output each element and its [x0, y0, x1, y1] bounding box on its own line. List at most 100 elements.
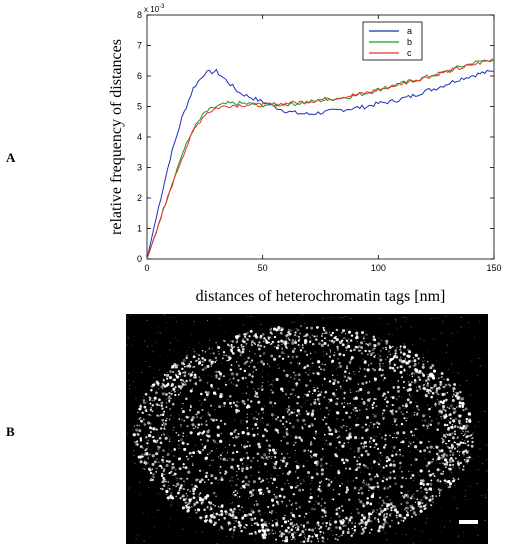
- heterochromatin-signal-dot: [229, 508, 233, 512]
- heterochromatin-signal-dot: [265, 439, 268, 442]
- heterochromatin-signal-dot: [399, 451, 402, 453]
- heterochromatin-signal-dot: [450, 444, 455, 449]
- background-speckle: [287, 457, 289, 459]
- heterochromatin-signal-dot: [456, 437, 458, 439]
- heterochromatin-signal-dot: [401, 376, 403, 378]
- heterochromatin-signal-dot: [186, 425, 189, 428]
- heterochromatin-signal-dot: [259, 491, 263, 495]
- heterochromatin-signal-dot: [389, 471, 392, 474]
- heterochromatin-signal-dot: [360, 346, 363, 349]
- heterochromatin-signal-dot: [367, 391, 370, 395]
- heterochromatin-signal-dot: [290, 389, 293, 391]
- heterochromatin-signal-dot: [241, 444, 243, 446]
- heterochromatin-signal-dot: [289, 329, 292, 332]
- heterochromatin-signal-dot: [379, 526, 381, 528]
- background-speckle: [257, 362, 259, 364]
- heterochromatin-signal-dot: [419, 505, 423, 509]
- background-speckle: [331, 480, 333, 482]
- heterochromatin-signal-dot: [438, 387, 441, 390]
- heterochromatin-signal-dot: [155, 471, 158, 473]
- heterochromatin-signal-dot: [426, 389, 430, 393]
- heterochromatin-signal-dot: [334, 430, 338, 433]
- heterochromatin-signal-dot: [449, 460, 452, 464]
- heterochromatin-signal-dot: [383, 340, 385, 342]
- heterochromatin-signal-dot: [189, 499, 192, 503]
- heterochromatin-signal-dot: [285, 539, 289, 543]
- background-speckle: [169, 506, 171, 507]
- heterochromatin-signal-dot: [270, 354, 274, 358]
- background-speckle: [170, 414, 172, 416]
- heterochromatin-signal-dot: [144, 401, 147, 405]
- heterochromatin-signal-dot: [286, 411, 289, 413]
- heterochromatin-signal-dot: [369, 445, 372, 448]
- background-speckle: [214, 418, 216, 420]
- heterochromatin-signal-dot: [139, 439, 143, 442]
- heterochromatin-signal-dot: [403, 417, 406, 420]
- heterochromatin-signal-dot: [163, 410, 165, 413]
- heterochromatin-signal-dot: [286, 452, 289, 455]
- heterochromatin-signal-dot: [215, 512, 219, 516]
- heterochromatin-signal-dot: [459, 425, 462, 428]
- heterochromatin-signal-dot: [388, 476, 392, 480]
- heterochromatin-signal-dot: [236, 517, 239, 519]
- heterochromatin-signal-dot: [307, 449, 310, 452]
- heterochromatin-signal-dot: [355, 390, 358, 393]
- heterochromatin-signal-dot: [182, 379, 184, 382]
- heterochromatin-signal-dot: [400, 492, 403, 494]
- background-speckle: [462, 531, 464, 533]
- heterochromatin-signal-dot: [441, 454, 445, 458]
- heterochromatin-signal-dot: [265, 456, 268, 459]
- background-speckle: [402, 507, 404, 509]
- heterochromatin-signal-dot: [341, 444, 345, 448]
- heterochromatin-signal-dot: [343, 519, 346, 523]
- heterochromatin-signal-dot: [161, 418, 164, 422]
- heterochromatin-signal-dot: [428, 441, 430, 443]
- heterochromatin-signal-dot: [263, 337, 267, 341]
- heterochromatin-signal-dot: [295, 384, 298, 387]
- heterochromatin-signal-dot: [376, 421, 379, 424]
- background-speckle: [444, 526, 446, 528]
- background-speckle: [153, 526, 155, 528]
- heterochromatin-signal-dot: [456, 443, 459, 446]
- background-speckle: [152, 350, 154, 352]
- heterochromatin-signal-dot: [193, 373, 197, 377]
- heterochromatin-signal-dot: [418, 378, 422, 381]
- heterochromatin-signal-dot: [268, 449, 272, 452]
- heterochromatin-signal-dot: [438, 490, 441, 492]
- heterochromatin-signal-dot: [171, 468, 173, 470]
- heterochromatin-signal-dot: [310, 477, 313, 479]
- heterochromatin-signal-dot: [444, 383, 448, 387]
- heterochromatin-signal-dot: [442, 470, 445, 473]
- heterochromatin-signal-dot: [176, 366, 178, 369]
- heterochromatin-signal-dot: [147, 468, 150, 470]
- heterochromatin-signal-dot: [309, 511, 311, 513]
- heterochromatin-signal-dot: [421, 372, 424, 375]
- background-speckle: [413, 407, 415, 409]
- background-speckle: [391, 334, 393, 336]
- heterochromatin-signal-dot: [281, 343, 283, 345]
- heterochromatin-signal-dot: [287, 342, 290, 345]
- heterochromatin-signal-dot: [457, 460, 460, 463]
- heterochromatin-signal-dot: [184, 383, 187, 386]
- heterochromatin-signal-dot: [290, 518, 292, 521]
- heterochromatin-signal-dot: [250, 517, 254, 521]
- heterochromatin-signal-dot: [220, 525, 223, 528]
- heterochromatin-signal-dot: [446, 399, 449, 401]
- background-speckle: [135, 387, 137, 389]
- background-speckle: [175, 337, 176, 339]
- heterochromatin-signal-dot: [429, 483, 433, 486]
- heterochromatin-signal-dot: [149, 431, 152, 434]
- background-speckle: [353, 451, 355, 453]
- background-speckle: [357, 457, 359, 459]
- heterochromatin-signal-dot: [264, 462, 267, 466]
- heterochromatin-signal-dot: [136, 424, 139, 427]
- heterochromatin-signal-dot: [142, 418, 145, 421]
- heterochromatin-signal-dot: [332, 341, 335, 344]
- heterochromatin-signal-dot: [309, 379, 312, 382]
- heterochromatin-signal-dot: [400, 520, 402, 522]
- heterochromatin-signal-dot: [250, 517, 254, 521]
- heterochromatin-signal-dot: [280, 465, 282, 467]
- background-speckle: [477, 455, 479, 457]
- background-speckle: [418, 513, 420, 515]
- heterochromatin-signal-dot: [291, 425, 295, 429]
